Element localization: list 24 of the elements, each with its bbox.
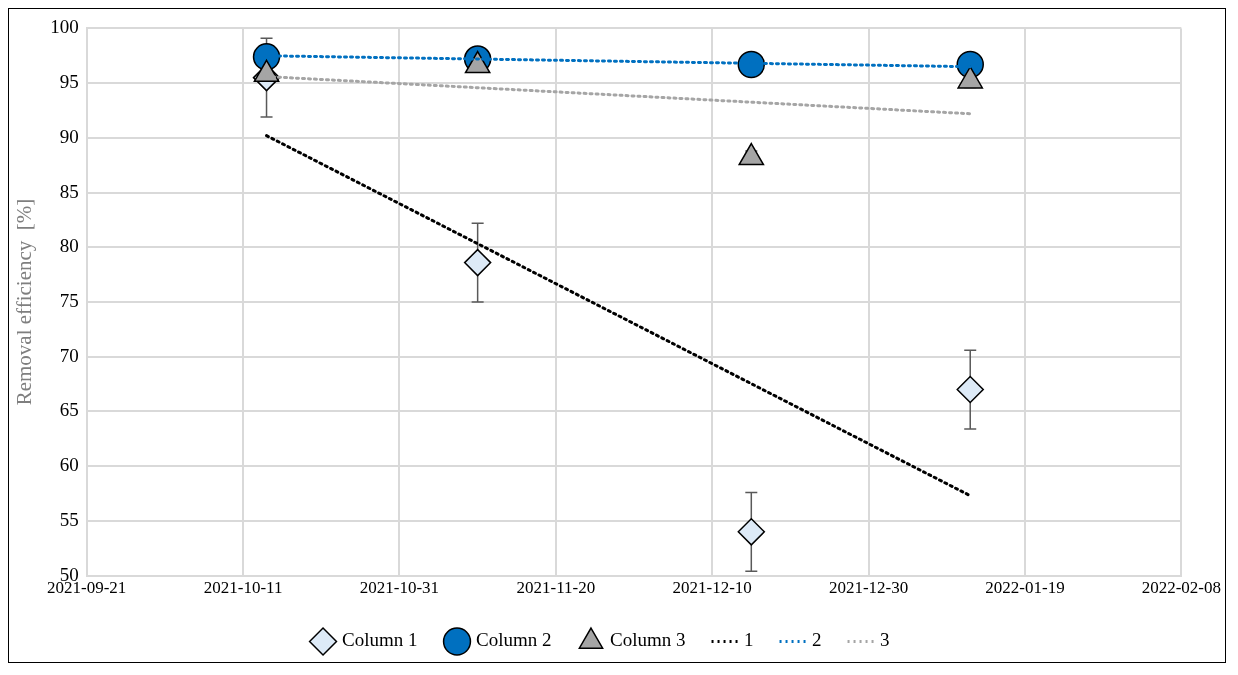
y-tick-label: 65 (59, 399, 79, 421)
y-tick-label: 100 (50, 16, 79, 38)
x-tick-label: 2021-11-20 (516, 578, 596, 598)
y-tick-label: 90 (59, 125, 79, 147)
y-tick-label: 85 (59, 180, 79, 202)
legend-label: 3 (879, 629, 890, 651)
x-tick-label: 2022-01-19 (985, 578, 1065, 598)
legend-label: Column 1 (342, 629, 418, 651)
legend-label: 2 (811, 629, 822, 651)
y-axis-title: Removal efficiency [%] (12, 198, 37, 406)
y-tick-label: 55 (59, 508, 79, 530)
legend-label: Column 3 (609, 629, 686, 651)
x-tick-label: 2021-10-11 (203, 578, 283, 598)
x-tick-label: 2021-10-31 (359, 578, 440, 598)
y-tick-label: 60 (59, 454, 79, 476)
x-tick-label: 2021-12-10 (672, 578, 752, 598)
x-tick-label: 2022-02-08 (1141, 578, 1221, 598)
legend-label: 1 (743, 629, 754, 651)
legend-label: Column 2 (476, 629, 552, 651)
x-tick-label: 2021-12-30 (828, 578, 909, 598)
y-tick-label: 95 (59, 71, 79, 93)
y-tick-label: 70 (59, 344, 79, 366)
y-tick-label: 75 (59, 289, 79, 311)
y-tick-label: 80 (59, 235, 79, 257)
